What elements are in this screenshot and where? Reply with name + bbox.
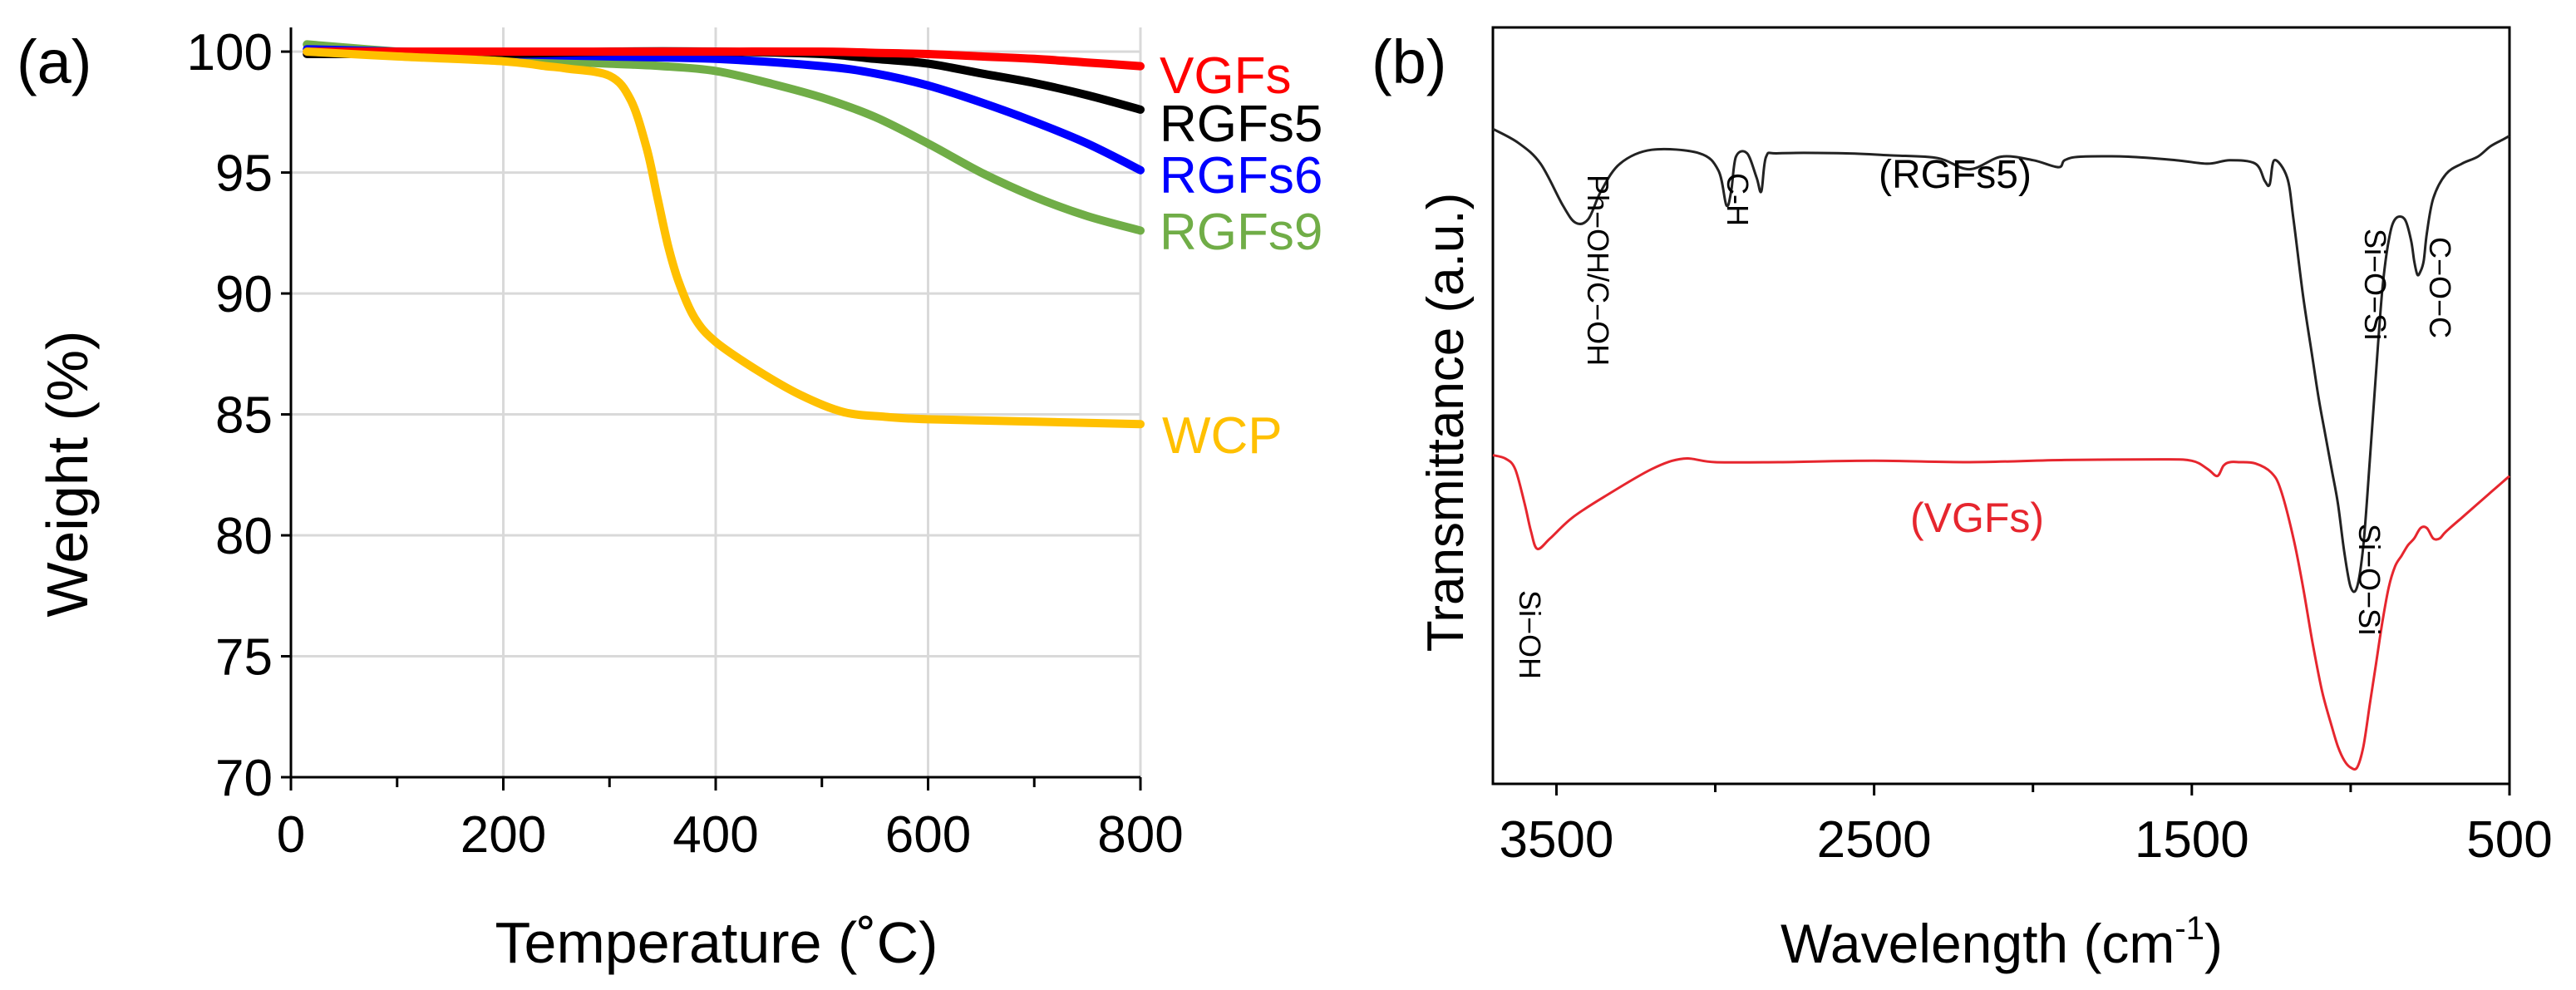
tga-legend-rgfs5: RGFs5 bbox=[1160, 96, 1322, 153]
tga-xtick-label-400: 400 bbox=[672, 806, 758, 864]
tga-ytick-label-75: 75 bbox=[215, 629, 273, 687]
annotation-vgfs: (VGFs) bbox=[1910, 495, 2044, 541]
annotation-ph-oh: Ph−OH/C−OH bbox=[1581, 175, 1615, 366]
tga-series-rgfs6 bbox=[303, 45, 1145, 175]
tga-series-group bbox=[303, 40, 1145, 429]
ftir-series-vgfs bbox=[1492, 454, 2510, 771]
tga-series-vgfs bbox=[303, 47, 1145, 71]
annotation-rgfs5: (RGFs5) bbox=[1879, 153, 2032, 197]
annotation-c-o-c: C−O−C bbox=[2423, 237, 2457, 338]
ftir-xtick-label-1500: 1500 bbox=[2135, 811, 2249, 869]
panel-label-a: (a) bbox=[17, 27, 91, 96]
panel-label-b: (b) bbox=[1372, 27, 1446, 96]
tga-series-wcp bbox=[303, 47, 1145, 429]
tga-xtick-label-0: 0 bbox=[277, 806, 305, 864]
tga-chart: 70 75 80 85 90 95 100 0 200 400 600 800 (a) Weight … bbox=[17, 24, 1322, 975]
tga-ytick-label-85: 85 bbox=[215, 387, 273, 445]
annotation-si-oh: Si−OH bbox=[1513, 590, 1547, 679]
tga-ytick-label-70: 70 bbox=[215, 750, 273, 807]
ftir-ticks: 3500 2500 1500 500 bbox=[1499, 784, 2553, 869]
ftir-xtick-label-500: 500 bbox=[2466, 811, 2552, 869]
ftir-series-rgfs5 bbox=[1492, 127, 2510, 594]
tga-xtick-label-800: 800 bbox=[1097, 806, 1183, 864]
ftir-plot-frame bbox=[1491, 26, 2511, 786]
tga-xtick-label-600: 600 bbox=[885, 806, 971, 864]
tga-legend-vgfs: VGFs bbox=[1160, 47, 1291, 105]
tga-legend-rgfs6: RGFs6 bbox=[1160, 147, 1322, 204]
tga-ticks: 70 75 80 85 90 95 100 0 200 400 600 800 bbox=[187, 24, 1184, 864]
tga-ytick-label-90: 90 bbox=[215, 266, 273, 323]
tga-ytick-label-80: 80 bbox=[215, 508, 273, 565]
tga-ytick-label-100: 100 bbox=[187, 24, 273, 81]
ftir-xtick-label-3500: 3500 bbox=[1499, 811, 1613, 869]
tga-y-axis-label: Weight (%) bbox=[35, 331, 100, 618]
tga-series-rgfs9 bbox=[303, 40, 1145, 235]
tga-legend-rgfs9: RGFs9 bbox=[1160, 204, 1322, 261]
tga-gridlines bbox=[291, 27, 1142, 777]
ftir-x-axis-label: Wavelength (cm-1) bbox=[1781, 910, 2223, 974]
tga-legend-wcp: WCP bbox=[1162, 407, 1283, 465]
annotation-c-h: C-H bbox=[1721, 173, 1755, 226]
ftir-y-axis-label: Transmittance (a.u.) bbox=[1417, 193, 1475, 652]
tga-xtick-label-200: 200 bbox=[461, 806, 546, 864]
annotation-si-o-si-vgfs: Si−O−Si bbox=[2352, 524, 2386, 635]
tga-x-axis-label: Temperature (˚C) bbox=[495, 910, 938, 975]
ftir-xtick-label-2500: 2500 bbox=[1817, 811, 1932, 869]
annotation-si-o-si-rgfs5: Si−O−Si bbox=[2358, 229, 2392, 340]
tga-ytick-label-95: 95 bbox=[215, 145, 273, 203]
ftir-series-group bbox=[1492, 127, 2510, 771]
ftir-chart: 3500 2500 1500 500 (b) Transmittance (a.u.)… bbox=[1372, 26, 2553, 974]
